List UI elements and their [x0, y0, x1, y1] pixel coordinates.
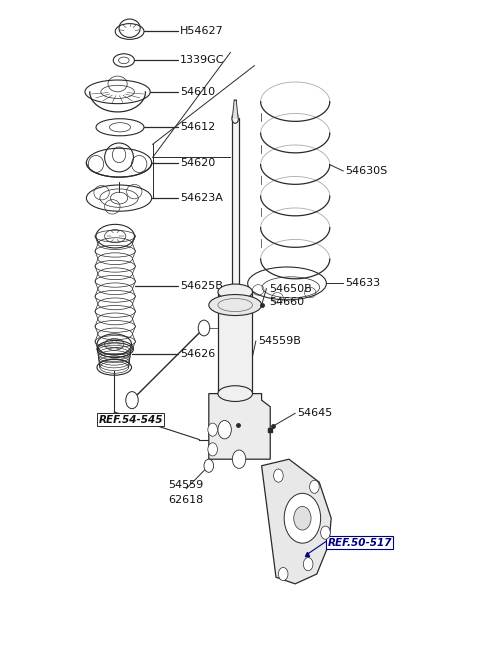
Text: 54559B: 54559B	[258, 336, 301, 346]
Ellipse shape	[218, 420, 231, 439]
Ellipse shape	[126, 392, 138, 409]
Ellipse shape	[208, 443, 217, 456]
Text: 1339GC: 1339GC	[180, 55, 225, 66]
Ellipse shape	[294, 506, 311, 530]
Polygon shape	[209, 394, 270, 459]
Ellipse shape	[321, 526, 330, 539]
Polygon shape	[262, 459, 331, 584]
Polygon shape	[232, 100, 238, 118]
Text: 54660: 54660	[269, 297, 304, 307]
Bar	[232, 118, 239, 292]
Ellipse shape	[208, 423, 217, 436]
Ellipse shape	[310, 480, 319, 493]
Text: 54610: 54610	[180, 87, 215, 97]
Ellipse shape	[284, 493, 321, 543]
Ellipse shape	[198, 320, 210, 336]
Ellipse shape	[218, 284, 252, 300]
Ellipse shape	[232, 450, 246, 468]
Bar	[218, 292, 252, 394]
Text: 54633: 54633	[346, 278, 381, 289]
Ellipse shape	[232, 113, 239, 123]
Text: 54620: 54620	[180, 157, 215, 168]
Text: 54559: 54559	[168, 480, 204, 491]
Ellipse shape	[218, 298, 252, 312]
Ellipse shape	[204, 459, 214, 472]
Text: 54612: 54612	[180, 122, 215, 133]
Ellipse shape	[278, 567, 288, 581]
Text: REF.54-545: REF.54-545	[98, 415, 163, 425]
Ellipse shape	[209, 295, 262, 316]
Ellipse shape	[303, 558, 313, 571]
Ellipse shape	[274, 469, 283, 482]
Text: 54645: 54645	[298, 408, 333, 419]
Text: 54630S: 54630S	[346, 166, 388, 176]
Text: REF.50-517: REF.50-517	[327, 537, 392, 548]
Text: 54650B: 54650B	[269, 283, 312, 294]
Text: 62618: 62618	[168, 495, 204, 505]
Text: 54625B: 54625B	[180, 281, 223, 291]
Text: 54623A: 54623A	[180, 193, 223, 203]
Text: 54626: 54626	[180, 349, 215, 359]
Text: H54627: H54627	[180, 26, 224, 37]
Ellipse shape	[218, 386, 252, 401]
